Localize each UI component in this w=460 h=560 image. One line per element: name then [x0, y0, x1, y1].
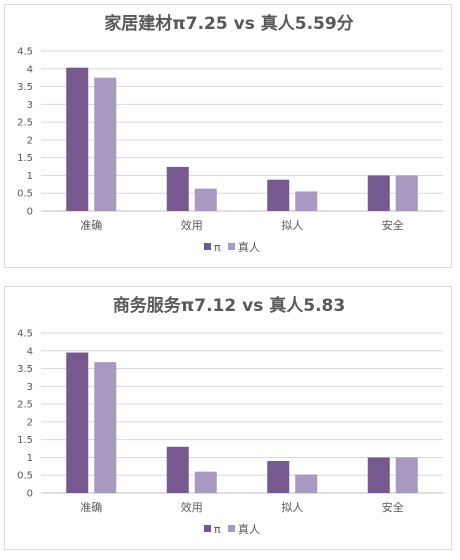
y-tick-label: 2.5 — [17, 118, 33, 129]
x-category-label: 拟人 — [281, 500, 303, 514]
x-category-label: 拟人 — [281, 218, 303, 232]
y-tick-label: 0 — [27, 207, 33, 218]
legend-swatch — [204, 243, 211, 250]
bar-human — [295, 191, 318, 211]
y-tick-label: 0 — [27, 489, 33, 500]
y-tick-label: 3 — [27, 100, 33, 111]
bar-pi — [367, 457, 390, 493]
y-tick-label: 3.5 — [17, 82, 33, 93]
x-category-label: 安全 — [382, 500, 404, 514]
y-tick-label: 4.5 — [17, 329, 33, 340]
y-tick-label: 0.5 — [17, 471, 33, 482]
bar-pi — [66, 67, 89, 211]
y-tick-label: 2 — [27, 135, 33, 146]
chart-title: 家居建材π7.25 vs 真人5.59分 — [104, 13, 353, 34]
y-tick-label: 1 — [27, 171, 33, 182]
bar-human — [94, 362, 117, 493]
bar-human — [194, 471, 217, 493]
legend-label: π — [214, 523, 221, 536]
bar-pi — [267, 179, 290, 211]
y-tick-label: 4.5 — [17, 47, 33, 58]
y-tick-label: 3 — [27, 382, 33, 393]
bar-human — [295, 474, 318, 493]
bar-chart-1: 家居建材π7.25 vs 真人5.59分 0 0.5 1 1.5 2 2.5 3 3.5 4 4.5… — [17, 13, 443, 254]
y-tick-label: 4 — [27, 346, 33, 357]
y-tick-label: 1 — [27, 453, 33, 464]
x-category-label: 准确 — [80, 219, 102, 232]
bar-pi — [267, 461, 290, 493]
y-tick-label: 2.5 — [17, 400, 33, 411]
bar-human — [194, 188, 217, 211]
legend-label: 真人 — [238, 240, 260, 254]
chart-title: 商务服务π7.12 vs 真人5.83 — [113, 295, 345, 316]
y-tick-label: 2 — [27, 417, 33, 428]
bar-pi — [367, 175, 390, 211]
bar-pi — [66, 352, 89, 493]
x-category-label: 效用 — [181, 500, 203, 514]
y-tick-label: 3.5 — [17, 364, 33, 375]
bar-chart-2: 商务服务π7.12 vs 真人5.83 0 0.5 1 1.5 2 2.5 3 3.5 4 4.5 准… — [17, 295, 443, 536]
x-category-label: 准确 — [80, 501, 102, 514]
bar-pi — [166, 446, 189, 493]
x-category-label: 效用 — [181, 218, 203, 232]
legend-swatch — [228, 243, 235, 250]
x-category-label: 安全 — [382, 218, 404, 232]
bar-pi — [166, 166, 189, 211]
y-tick-label: 1.5 — [17, 435, 33, 446]
y-tick-label: 0.5 — [17, 189, 33, 200]
legend-swatch — [204, 525, 211, 532]
y-tick-label: 1.5 — [17, 153, 33, 164]
legend-swatch — [228, 525, 235, 532]
chart-panel-2: 商务服务π7.12 vs 真人5.83 0 0.5 1 1.5 2 2.5 3 3.5 4 4.5 准… — [4, 286, 452, 550]
y-tick-label: 4 — [27, 64, 33, 75]
chart-panel-1: 家居建材π7.25 vs 真人5.59分 0 0.5 1 1.5 2 2.5 3 3.5 4 4.5… — [4, 4, 452, 268]
bar-human — [395, 175, 418, 211]
legend-label: 真人 — [238, 522, 260, 536]
legend-label: π — [214, 241, 221, 254]
bar-human — [94, 77, 117, 212]
bar-human — [395, 457, 418, 493]
